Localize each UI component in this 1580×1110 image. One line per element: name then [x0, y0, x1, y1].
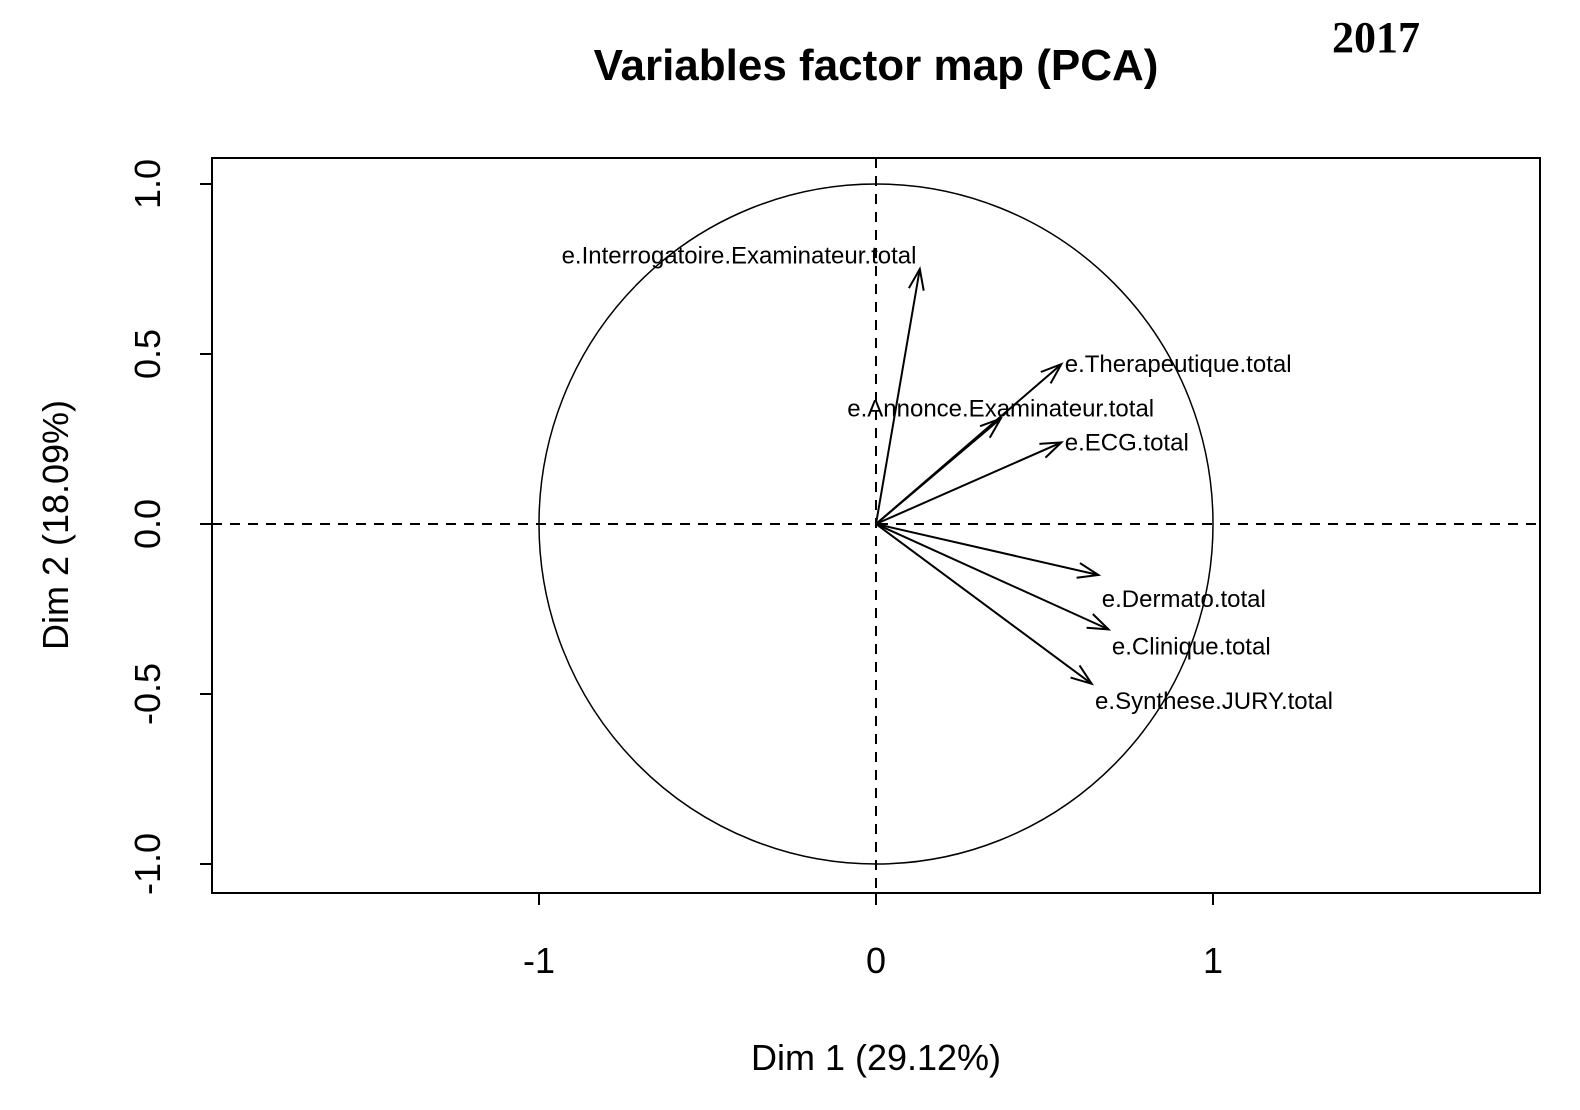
arrow-head	[908, 266, 925, 291]
arrow-head	[1086, 613, 1112, 631]
variable-label: e.Clinique.total	[1112, 633, 1271, 660]
y-tick-label: 0.0	[127, 499, 168, 549]
y-tick-label: -0.5	[127, 663, 168, 725]
variable-arrow: e.Dermato.total	[875, 523, 1266, 613]
variable-arrow: e.Clinique.total	[875, 523, 1271, 660]
variable-label: e.Therapeutique.total	[1065, 351, 1292, 378]
arrow-head	[1039, 441, 1065, 459]
y-tick-label: 1.0	[127, 159, 168, 209]
x-axis-label: Dim 1 (29.12%)	[751, 1037, 1001, 1078]
variable-label: e.Synthese.JURY.total	[1095, 688, 1333, 715]
y-axis-label: Dim 2 (18.09%)	[35, 400, 76, 650]
variable-label: e.Dermato.total	[1102, 586, 1266, 613]
variable-label: e.ECG.total	[1065, 429, 1189, 456]
plot-layer: e.Interrogatoire.Examinateur.total e.Ther…	[200, 158, 1540, 905]
year-label: 2017	[1332, 13, 1420, 62]
arrow-shaft	[875, 441, 1062, 525]
arrow-head	[1040, 362, 1064, 384]
arrow-head	[979, 416, 1003, 439]
x-tick-label: 1	[1203, 940, 1223, 981]
arrow-shaft	[875, 523, 1109, 631]
variable-label: e.Annonce.Examinateur.total	[847, 395, 1154, 422]
arrow-shaft	[875, 523, 1099, 576]
y-tick-label: -1.0	[127, 833, 168, 895]
variable-arrow: e.Synthese.JURY.total	[875, 523, 1333, 715]
variable-arrow: e.Therapeutique.total	[875, 351, 1292, 525]
arrow-shaft	[875, 523, 1093, 685]
arrow-shaft	[875, 268, 921, 525]
variable-arrow: e.ECG.total	[875, 429, 1189, 525]
x-tick-label: 0	[866, 940, 886, 981]
arrow-head	[1076, 562, 1102, 579]
variable-arrow: e.Annonce.Examinateur.total	[847, 395, 1154, 525]
y-tick-label: 0.5	[127, 329, 168, 379]
chart-title: Variables factor map (PCA)	[594, 41, 1159, 90]
arrow-shaft	[875, 417, 1002, 525]
variable-label: e.Interrogatoire.Examinateur.total	[562, 242, 917, 269]
x-tick-label: -1	[523, 940, 555, 981]
variable-arrow: e.Interrogatoire.Examinateur.total	[562, 242, 925, 525]
arrow-head	[1070, 664, 1095, 686]
